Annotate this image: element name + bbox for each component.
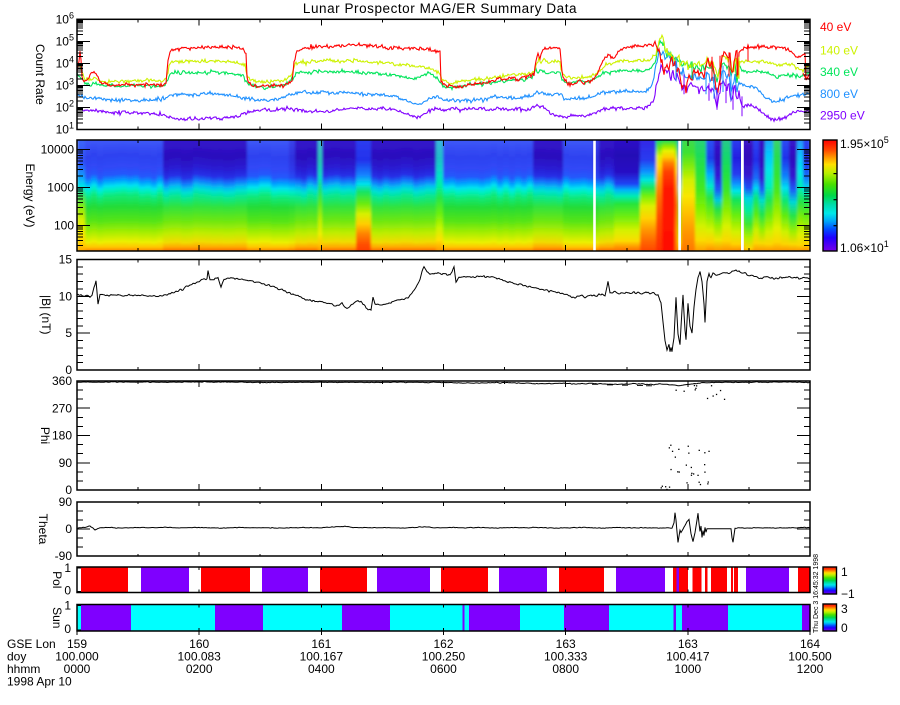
svg-text:−1: −1 — [841, 587, 855, 601]
svg-text:270: 270 — [52, 401, 72, 415]
svg-text:0200: 0200 — [186, 662, 213, 676]
svg-text:Lunar Prospector MAG/ER Summar: Lunar Prospector MAG/ER Summary Data — [303, 1, 577, 16]
svg-text:0: 0 — [64, 584, 71, 598]
svg-text:Energy (eV): Energy (eV) — [23, 163, 37, 227]
svg-text:100.083: 100.083 — [177, 650, 221, 664]
svg-text:Theta: Theta — [36, 514, 50, 545]
svg-text:0600: 0600 — [430, 662, 457, 676]
svg-text:40 eV: 40 eV — [820, 20, 851, 34]
svg-text:0: 0 — [65, 483, 72, 497]
svg-text:hhmm: hhmm — [7, 662, 40, 676]
svg-text:163: 163 — [678, 637, 698, 651]
svg-text:164: 164 — [800, 637, 820, 651]
svg-text:GSE Lon: GSE Lon — [7, 637, 56, 651]
svg-text:0000: 0000 — [64, 662, 91, 676]
svg-text:163: 163 — [556, 637, 576, 651]
svg-text:Pol: Pol — [50, 571, 64, 588]
svg-text:340 eV: 340 eV — [820, 65, 858, 79]
svg-text:100: 100 — [54, 218, 74, 232]
svg-text:180: 180 — [52, 429, 72, 443]
svg-text:15: 15 — [59, 253, 73, 267]
svg-text:0: 0 — [65, 522, 72, 536]
svg-text:360: 360 — [52, 374, 72, 388]
svg-text:1998 Apr 10: 1998 Apr 10 — [7, 675, 72, 689]
svg-text:90: 90 — [59, 456, 73, 470]
svg-text:Thu Dec 3 16:45:32 1998: Thu Dec 3 16:45:32 1998 — [813, 554, 820, 633]
svg-text:|B| (nT): |B| (nT) — [39, 295, 53, 335]
svg-text:100.167: 100.167 — [300, 650, 344, 664]
svg-text:159: 159 — [67, 637, 87, 651]
svg-text:2950 eV: 2950 eV — [820, 109, 865, 123]
svg-text:1000: 1000 — [674, 662, 701, 676]
svg-text:0: 0 — [65, 363, 72, 377]
svg-text:1.06×101: 1.06×101 — [840, 239, 889, 255]
svg-text:1: 1 — [64, 561, 71, 575]
svg-text:800 eV: 800 eV — [820, 87, 858, 101]
svg-text:0: 0 — [841, 621, 848, 635]
svg-text:90: 90 — [59, 495, 73, 509]
svg-text:100.250: 100.250 — [422, 650, 466, 664]
svg-text:3: 3 — [841, 602, 848, 616]
svg-text:100.333: 100.333 — [544, 650, 588, 664]
svg-text:0: 0 — [64, 622, 71, 636]
svg-text:140 eV: 140 eV — [820, 44, 858, 58]
svg-text:100.417: 100.417 — [666, 650, 710, 664]
svg-text:1: 1 — [841, 565, 848, 579]
svg-text:1.95×105: 1.95×105 — [840, 135, 889, 151]
svg-text:0400: 0400 — [308, 662, 335, 676]
svg-text:10000: 10000 — [41, 142, 75, 156]
svg-text:1200: 1200 — [797, 662, 824, 676]
svg-text:-90: -90 — [55, 549, 73, 563]
svg-text:100.000: 100.000 — [55, 650, 99, 664]
svg-text:160: 160 — [189, 637, 209, 651]
svg-text:100.500: 100.500 — [788, 650, 832, 664]
svg-text:doy: doy — [7, 650, 26, 664]
svg-text:1000: 1000 — [47, 180, 74, 194]
svg-text:161: 161 — [311, 637, 331, 651]
svg-text:Sun: Sun — [50, 607, 64, 628]
svg-text:162: 162 — [433, 637, 453, 651]
svg-text:Count Rate: Count Rate — [33, 44, 47, 105]
svg-text:1: 1 — [64, 599, 71, 613]
svg-text:0800: 0800 — [552, 662, 579, 676]
svg-text:5: 5 — [65, 326, 72, 340]
svg-text:Phi: Phi — [38, 427, 52, 444]
svg-text:10: 10 — [59, 289, 73, 303]
